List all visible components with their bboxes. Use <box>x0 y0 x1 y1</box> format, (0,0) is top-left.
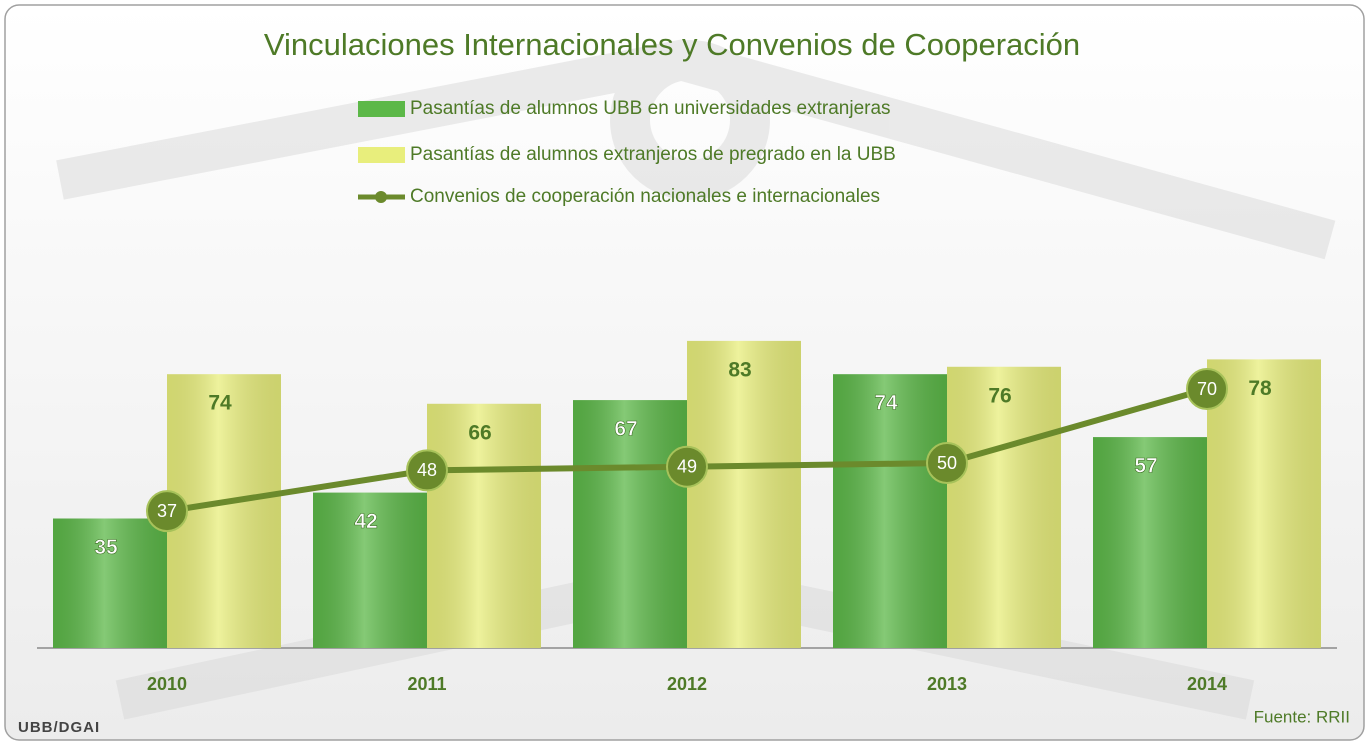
bar-sheen <box>687 341 801 648</box>
bar-sheen <box>947 367 1061 648</box>
x-tick-label: 2010 <box>147 674 187 694</box>
value-label: 48 <box>417 460 437 480</box>
page: {"chart_data": { "type": "bar", "title":… <box>0 0 1370 746</box>
logo: UBB/DGAI <box>18 719 100 736</box>
value-label: 74 <box>208 392 232 415</box>
source: Fuente: RRII <box>1254 707 1350 726</box>
value-label: 83 <box>728 358 751 381</box>
value-label: 37 <box>157 501 177 521</box>
x-tick-label: 2011 <box>407 674 446 694</box>
x-tick-label: 2012 <box>667 674 707 694</box>
chart: Vinculaciones Internacionales y Convenio… <box>0 0 1370 746</box>
value-label: 76 <box>988 384 1011 407</box>
legend-swatch <box>358 147 405 163</box>
value-label: 49 <box>677 456 697 476</box>
legend-swatch <box>358 101 405 117</box>
value-label: 50 <box>937 453 957 473</box>
value-label: 74 <box>874 392 898 415</box>
legend-label: Convenios de cooperación nacionales e in… <box>410 186 880 207</box>
value-label: 70 <box>1197 379 1217 399</box>
bar-sheen <box>833 374 947 648</box>
value-label: 67 <box>614 418 637 441</box>
legend-swatch <box>375 191 387 203</box>
bar-sheen <box>1207 359 1321 648</box>
legend-label: Pasantías de alumnos extranjeros de preg… <box>410 144 896 165</box>
value-label: 78 <box>1248 377 1272 400</box>
chart-title: Vinculaciones Internacionales y Convenio… <box>264 27 1080 62</box>
value-label: 42 <box>354 510 377 533</box>
value-label: 35 <box>94 536 118 559</box>
value-label: 66 <box>468 421 491 444</box>
value-label: 57 <box>1134 455 1157 478</box>
x-tick-label: 2013 <box>927 674 967 694</box>
legend-label: Pasantías de alumnos UBB en universidade… <box>410 98 891 119</box>
x-tick-label: 2014 <box>1187 674 1227 694</box>
